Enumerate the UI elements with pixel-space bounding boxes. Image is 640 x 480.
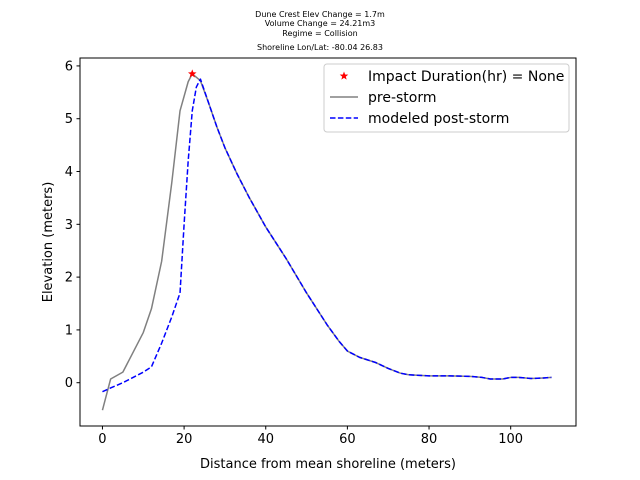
y-tick-label: 2 [65, 271, 73, 286]
series-line-modeled-post-storm [102, 78, 552, 393]
legend: Impact Duration(hr) = None pre-storm mod… [323, 63, 570, 133]
title-line-4: Shoreline Lon/Lat: -80.04 26.83 [257, 43, 383, 52]
legend-label-pre-storm: pre-storm [368, 90, 437, 106]
x-tick-label: 0 [98, 432, 106, 447]
y-tick-label: 5 [65, 112, 73, 127]
x-axis-ticks: 0 20 40 60 80 100 [98, 426, 523, 447]
legend-star-marker [339, 71, 349, 80]
title-line-3: Regime = Collision [282, 29, 357, 38]
x-tick-label: 80 [421, 432, 438, 447]
plot-frame [79, 57, 577, 427]
impact-star-marker [187, 69, 197, 78]
x-tick-label: 20 [176, 432, 193, 447]
y-tick-label: 4 [65, 165, 73, 180]
y-tick-label: 1 [65, 323, 73, 338]
legend-label-impact: Impact Duration(hr) = None [368, 69, 564, 85]
y-tick-label: 3 [65, 218, 73, 233]
y-tick-label: 0 [65, 376, 73, 391]
title-line-1: Dune Crest Elev Change = 1.7m [255, 10, 385, 19]
y-tick-label: 6 [65, 59, 73, 74]
legend-box [323, 63, 570, 133]
title-line-2: Volume Change = 24.21m3 [265, 19, 376, 28]
x-tick-label: 40 [257, 432, 274, 447]
x-tick-label: 60 [339, 432, 356, 447]
y-axis-label: Elevation (meters) [41, 182, 56, 303]
x-tick-label: 100 [498, 432, 523, 447]
legend-label-post-storm: modeled post-storm [368, 111, 509, 127]
series-layer [101, 69, 552, 411]
x-axis-label: Distance from mean shoreline (meters) [200, 457, 456, 472]
chart-title: Dune Crest Elev Change = 1.7m Volume Cha… [255, 10, 385, 52]
y-axis-ticks: 0 1 2 3 4 5 6 [65, 59, 80, 391]
